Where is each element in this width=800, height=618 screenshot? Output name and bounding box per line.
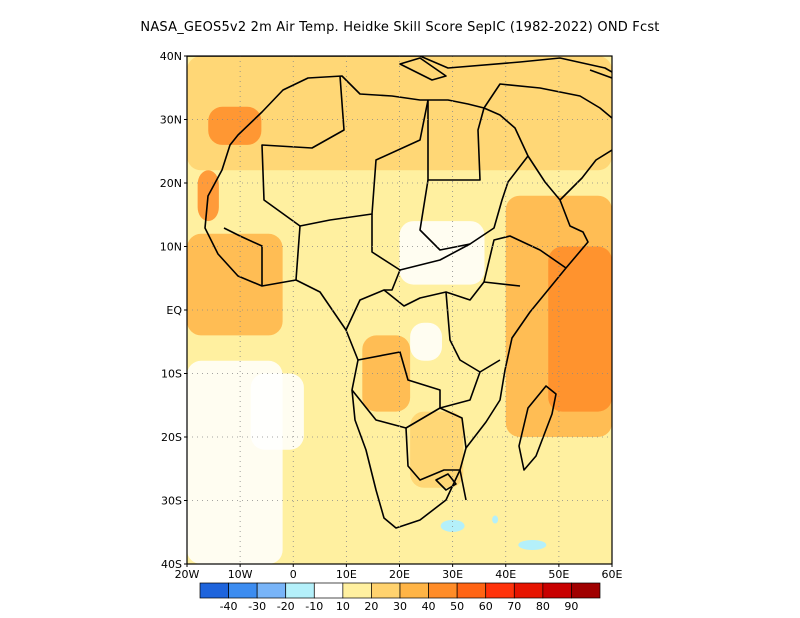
lat-tick-label: EQ (166, 304, 182, 317)
lat-tick-label: 30N (160, 114, 182, 127)
lat-tick-label: 40S (161, 558, 182, 571)
colorbar-swatch (371, 582, 401, 599)
colorbar-swatch (456, 582, 487, 599)
colorbar-swatch (342, 582, 372, 599)
colorbar-swatch (399, 582, 429, 599)
lon-tick-label: 60E (602, 568, 623, 581)
colorbar-label: 90 (564, 600, 578, 613)
colorbar-swatch (313, 582, 344, 599)
lon-tick-label: 20W (175, 568, 200, 581)
chart-title: NASA_GEOS5v2 2m Air Temp. Heidke Skill S… (140, 20, 660, 35)
lat-lon-gridlines (187, 56, 612, 564)
lat-tick-label: 30S (161, 495, 182, 508)
colorbar-label: -40 (220, 600, 238, 613)
skill-score-field (187, 56, 612, 564)
colorbar-label: -30 (248, 600, 266, 613)
lon-tick-label: 40E (495, 568, 516, 581)
colorbar-swatch (428, 582, 458, 599)
colorbar-label: 70 (507, 600, 521, 613)
colorbar-swatch (485, 582, 515, 599)
lon-tick-label: 50E (548, 568, 569, 581)
colorbar-label: 80 (536, 600, 550, 613)
colorbar-label: 30 (393, 600, 407, 613)
colorbar-swatch (228, 582, 258, 599)
lon-tick-label: 20E (389, 568, 410, 581)
colorbar-label: 50 (450, 600, 464, 613)
africa-outline (187, 56, 612, 529)
lat-tick-label: 40N (160, 50, 182, 63)
colorbar-swatch (285, 582, 315, 599)
colorbar-label: 40 (422, 600, 436, 613)
lat-tick-label: 20S (161, 431, 182, 444)
colorbar-label: -10 (305, 600, 323, 613)
lon-tick-label: 30E (442, 568, 463, 581)
lon-tick-label: 10E (336, 568, 357, 581)
colorbar-label: 20 (364, 600, 378, 613)
colorbar-label: -20 (277, 600, 295, 613)
lat-tick-label: 10S (161, 368, 182, 381)
lon-tick-label: 10W (228, 568, 253, 581)
colorbar-swatch (571, 582, 601, 599)
colorbar-swatch (199, 582, 229, 599)
lat-tick-label: 20N (160, 177, 182, 190)
colorbar-swatch (513, 582, 544, 599)
colorbar: -40 -30 -20 -10 10 20 30 40 50 60 70 80 90 (199, 582, 601, 613)
colorbar-swatch (256, 582, 287, 599)
colorbar-label: 10 (336, 600, 350, 613)
lon-tick-label: 0 (290, 568, 297, 581)
colorbar-swatch (542, 582, 572, 599)
lat-tick-label: 10N (160, 241, 182, 254)
colorbar-label: 60 (479, 600, 493, 613)
